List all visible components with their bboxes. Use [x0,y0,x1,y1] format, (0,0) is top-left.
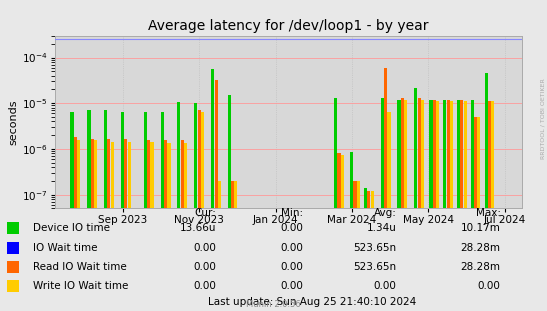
Bar [147,140,150,208]
Text: Read IO Wait time: Read IO Wait time [33,262,126,272]
Text: 523.65n: 523.65n [353,262,397,272]
Bar [91,139,94,208]
Text: Avg:: Avg: [374,208,397,218]
Text: RRDTOOL / TOBI OETIKER: RRDTOOL / TOBI OETIKER [541,78,546,159]
Text: Device IO time: Device IO time [33,223,110,233]
Bar [334,98,337,208]
Bar [104,110,107,208]
Bar [197,110,201,208]
Bar [415,89,417,208]
Title: Average latency for /dev/loop1 - by year: Average latency for /dev/loop1 - by year [148,19,429,33]
Text: Munin 2.0.56: Munin 2.0.56 [246,299,301,309]
Text: 0.00: 0.00 [281,281,304,291]
Bar [228,95,231,208]
Bar [418,98,421,208]
Text: 0.00: 0.00 [374,281,397,291]
Y-axis label: seconds: seconds [8,99,18,145]
Bar [184,143,187,208]
Text: IO Wait time: IO Wait time [33,243,97,253]
Bar [177,102,181,208]
Text: 1.34u: 1.34u [366,223,397,233]
Bar [234,181,237,208]
Text: 0.00: 0.00 [193,281,216,291]
Text: Last update: Sun Aug 25 21:40:10 2024: Last update: Sun Aug 25 21:40:10 2024 [208,297,416,307]
Text: 0.00: 0.00 [478,281,501,291]
Text: 0.00: 0.00 [281,223,304,233]
Bar [457,100,460,208]
Text: Write IO Wait time: Write IO Wait time [33,281,128,291]
Bar [350,152,353,208]
Bar [357,181,360,208]
Bar [461,100,463,208]
Bar [150,142,154,208]
Bar [464,101,467,208]
Bar [341,155,344,208]
Bar [77,140,80,208]
Bar [485,73,487,208]
Bar [450,101,453,208]
Text: 0.00: 0.00 [193,262,216,272]
Bar [211,69,214,208]
Bar [94,140,97,208]
Bar [214,80,218,208]
Bar [194,103,197,208]
Bar [88,110,91,208]
Bar [421,100,424,208]
Bar [107,139,110,208]
Bar [353,181,357,208]
Text: Min:: Min: [282,208,304,218]
Bar [446,100,450,208]
Bar [491,101,494,208]
Text: 28.28m: 28.28m [461,262,501,272]
Text: Max:: Max: [475,208,501,218]
Bar [164,140,167,208]
Bar [127,142,131,208]
Bar [397,100,400,208]
Bar [201,112,204,208]
Bar [181,140,184,208]
Text: 0.00: 0.00 [281,243,304,253]
Text: Cur:: Cur: [194,208,216,218]
Bar [401,98,404,208]
Bar [443,100,446,208]
Bar [364,188,367,208]
Text: 0.00: 0.00 [193,243,216,253]
Bar [429,100,433,208]
Text: 13.66u: 13.66u [179,223,216,233]
Bar [167,143,171,208]
Bar [370,191,374,208]
Bar [144,112,147,208]
Bar [404,100,407,208]
Text: 10.17m: 10.17m [461,223,501,233]
Bar [436,101,439,208]
Bar [124,139,127,208]
Bar [384,68,387,208]
Bar [474,117,477,208]
Bar [218,181,221,208]
Bar [433,100,436,208]
Bar [71,112,74,208]
Bar [367,191,370,208]
Text: 523.65n: 523.65n [353,243,397,253]
Bar [110,142,114,208]
Bar [381,98,384,208]
Bar [471,100,474,208]
Bar [488,101,491,208]
Bar [231,181,234,208]
Text: 28.28m: 28.28m [461,243,501,253]
Bar [478,117,480,208]
Bar [337,153,341,208]
Bar [161,112,164,208]
Bar [74,137,77,208]
Text: 0.00: 0.00 [281,262,304,272]
Bar [121,112,124,208]
Bar [387,112,391,208]
